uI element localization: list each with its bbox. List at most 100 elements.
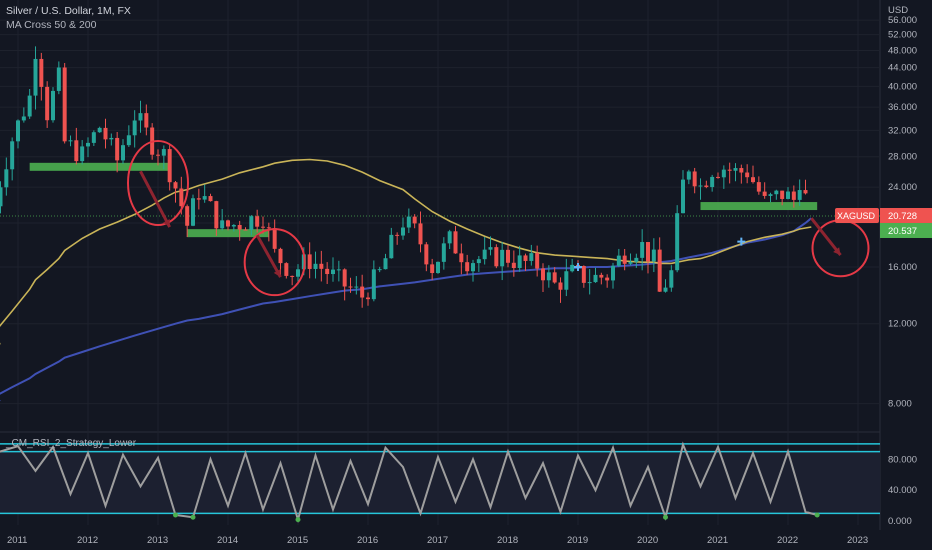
lower-indicator-legend[interactable]: _CM_RSI_2_Strategy_Lower [6,438,137,449]
candle-body [272,228,277,249]
candle-body [651,249,656,262]
candle-body [231,224,236,227]
candle-body [459,253,464,263]
cross-marker [737,237,746,246]
y-tick-label: 52.000 [888,30,917,41]
candle-body [616,255,621,266]
candle-body [132,120,137,136]
candle-body [208,196,213,202]
rsi-tick-label: 0.000 [888,516,912,527]
candle-body [331,269,335,275]
candle-body [716,176,720,178]
candle-body [74,140,79,162]
candle-body [342,269,347,287]
time-axis[interactable]: 2011 2012 2013 2014 2015 2016 2017 2018 2019 2020… [7,535,868,546]
annotation-circle [243,228,306,297]
candle-body [581,266,586,283]
y-tick-label: 16.000 [888,262,917,273]
candle-body [476,259,481,264]
candle-body [313,263,318,269]
candle-body [255,216,260,227]
candle-body [465,262,470,272]
candle-body [791,191,796,200]
candle-body [21,116,26,121]
candle-body [401,227,405,236]
candle-body [371,269,376,300]
price-axis[interactable]: USD8.00012.00016.00020.00024.00028.00032… [888,5,917,527]
last-price-tag [880,207,932,223]
rsi-oversold-point [173,512,178,518]
support-zone [29,162,170,171]
symbol-tag [835,207,879,223]
candle-body [51,90,55,121]
candle-body [494,247,499,267]
rsi-panel [0,441,880,524]
ma200-line [0,217,812,402]
candle-body [80,146,85,162]
chart-title: Silver / U.S. Dollar, 1M, FX [6,5,131,17]
rsi-oversold-point [814,512,820,518]
x-tick-label: 2011 [7,535,27,546]
candle-body [692,171,697,187]
candle-body [599,274,604,278]
candle-body [377,269,382,271]
candle-body [366,297,370,300]
candle-body [406,216,411,228]
x-tick-label: 2020 [637,535,658,546]
indicator-legend[interactable]: MA Cross 50 & 200 [6,19,97,31]
ma-value-tag [880,222,932,238]
y-tick-label: 12.000 [888,319,917,330]
candle-body [226,220,230,227]
candle-body [535,253,540,269]
candle-body [243,229,248,231]
candle-body [103,127,108,140]
annotations [127,140,870,297]
candle-body [418,223,423,245]
candle-body [191,198,195,226]
annotation-arrow [255,234,282,278]
support-zones [0,162,880,238]
candle-body [284,263,289,276]
candlesticks [0,46,808,308]
candle-body [144,113,149,128]
rsi-oversold-point [190,514,196,520]
candle-body [395,234,400,236]
candle-body [797,190,802,200]
candle-body [86,142,90,147]
candle-body [0,187,3,207]
candle-body [552,272,557,283]
y-tick-label: 32.000 [888,125,917,136]
candle-body [261,226,265,228]
candle-body [441,243,446,262]
candle-body [558,282,563,290]
candle-body [605,277,610,281]
candle-body [336,269,341,271]
candle-body [663,287,668,292]
candle-body [628,261,633,264]
candle-body [319,263,324,269]
candle-body [97,127,102,133]
candle-body [622,255,627,264]
y-tick-label: 40.000 [888,81,917,92]
candle-body [436,261,440,274]
candle-body [167,149,172,183]
candle-body [803,190,808,194]
x-tick-label: 2018 [497,535,518,546]
candle-body [564,271,569,290]
candle-body [10,141,15,170]
x-tick-label: 2015 [287,535,308,546]
candle-body [529,253,534,261]
y-tick-label: 48.000 [888,45,917,56]
candle-body [354,286,359,288]
candle-body [138,113,143,121]
candle-body [698,185,703,187]
candle-body [762,191,767,196]
candle-body [45,86,50,121]
candle-body [570,264,575,272]
candle-body [739,168,744,173]
annotation-arrow [139,170,171,228]
x-tick-label: 2014 [217,535,238,546]
candle-body [756,182,761,192]
x-tick-label: 2022 [777,535,798,546]
